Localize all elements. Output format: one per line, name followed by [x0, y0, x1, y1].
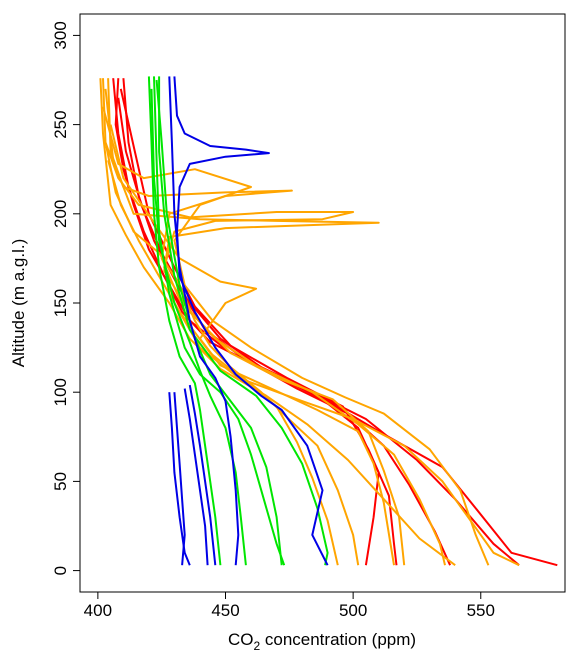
x-tick-label: 500	[339, 601, 367, 620]
y-tick-label: 300	[51, 21, 70, 49]
profile-line-2	[112, 78, 520, 566]
profile-line-8	[104, 88, 406, 566]
x-tick-label: 400	[84, 601, 112, 620]
y-tick-label: 100	[51, 378, 70, 406]
x-tick-label: 450	[211, 601, 239, 620]
profile-line-7	[107, 78, 446, 566]
x-tick-label: 550	[467, 601, 495, 620]
axes-layer: 400 450 500 550 0 50 100 150 200 250 300	[51, 21, 495, 620]
y-tick-label: 200	[51, 200, 70, 228]
x-axis-title-prefix: CO	[228, 630, 254, 649]
y-tick-label: 250	[51, 110, 70, 138]
y-tick-label: 50	[51, 472, 70, 491]
profile-line-11	[104, 142, 360, 566]
profile-line-14	[147, 76, 222, 566]
profile-line-21	[173, 392, 186, 566]
y-tick-label: 150	[51, 289, 70, 317]
profile-line-22	[168, 392, 191, 566]
series-layer	[99, 76, 558, 567]
y-axis-title: Altitude (m a.g.l.)	[9, 239, 28, 368]
profile-line-17	[150, 88, 247, 566]
x-axis-title-suffix: concentration (ppm)	[260, 630, 416, 649]
profile-line-16	[158, 76, 329, 566]
profile-line-24	[188, 384, 217, 566]
x-axis-title: CO2 concentration (ppm)	[228, 630, 416, 653]
profile-line-4	[119, 88, 398, 566]
profile-line-20	[168, 76, 240, 566]
profile-line-13	[107, 160, 339, 566]
x-axis-title-subscript: 2	[253, 639, 260, 653]
y-tick-label: 0	[51, 566, 70, 575]
profile-line-15	[153, 76, 286, 566]
profile-line-18	[155, 79, 283, 566]
profile-line-23	[183, 388, 209, 566]
profile-line-12	[99, 78, 456, 567]
